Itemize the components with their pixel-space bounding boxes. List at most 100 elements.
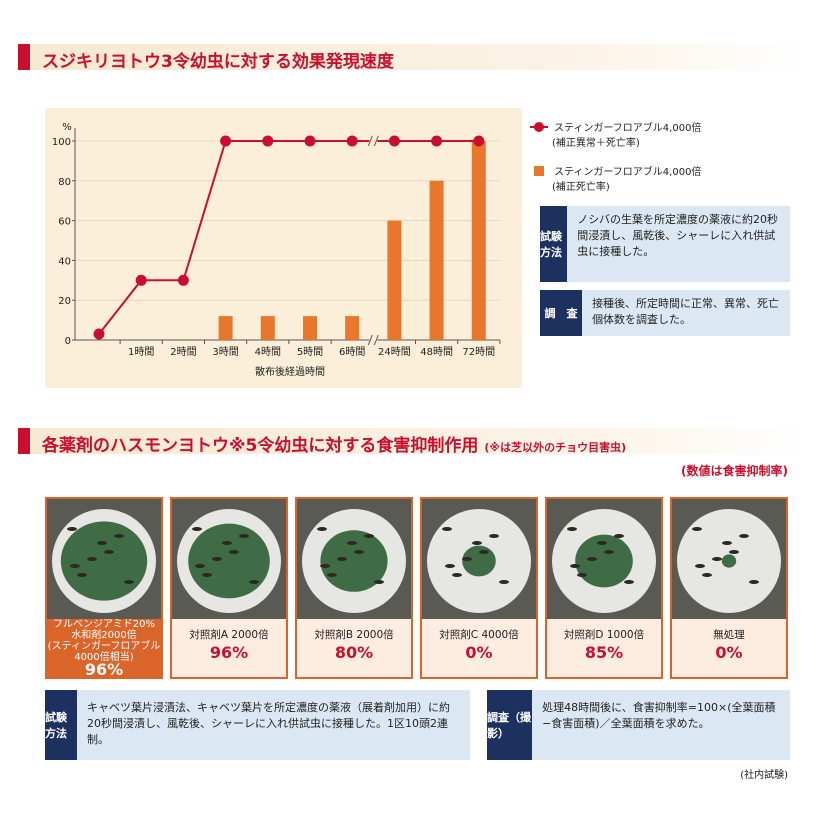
label-line: 対照剤B 2000倍 — [314, 629, 394, 641]
photo — [47, 499, 161, 619]
larva — [317, 527, 327, 531]
legend-marker — [534, 166, 544, 176]
section-heading: 各薬剤のハスモンヨトウ※5令幼虫に対する食害抑制作用 (※は芝以外のチョウ目害虫) — [18, 428, 808, 456]
x-tick-label: 72時間 — [462, 346, 495, 358]
larva — [374, 580, 384, 584]
larva — [570, 564, 580, 568]
legend-note: (補正異常＋死亡率) — [552, 136, 640, 149]
line-point — [304, 135, 316, 147]
larva — [499, 580, 509, 584]
photo — [672, 499, 786, 619]
larva — [729, 550, 739, 554]
larva — [577, 573, 587, 577]
x-tick-label: 48時間 — [420, 346, 453, 358]
bar — [260, 316, 275, 340]
panel-label: 対照剤C 4000倍 0% — [422, 629, 536, 662]
larva — [452, 573, 462, 577]
larva — [692, 527, 702, 531]
bar — [345, 316, 360, 340]
larva — [749, 580, 759, 584]
line-point — [177, 274, 189, 286]
section-heading: スジキリヨトウ3令幼虫に対する効果発現速度 — [18, 44, 808, 72]
y-tick-label: 100 — [52, 137, 71, 148]
info-label: 調 査 — [540, 290, 583, 336]
leaf — [575, 534, 633, 588]
label-line: 対照剤D 1000倍 — [563, 629, 645, 641]
x-tick-label: 3時間 — [212, 346, 238, 358]
line-point — [93, 328, 105, 340]
x-tick-label: 24時間 — [378, 346, 411, 358]
panel-label: 対照剤D 1000倍 85% — [547, 629, 661, 662]
bar — [471, 141, 486, 340]
larva — [354, 550, 364, 554]
info-box: 調査（撮影） 処理48時間後に、食害抑制率=100×(全葉面積−食害面積)／全葉面… — [487, 690, 790, 760]
footnote: (社内試験) — [740, 770, 788, 781]
larva — [442, 527, 452, 531]
panel-label: フルベンジアミド20% 水和剤2000倍 (スティンガーフロアブル 4000倍相当) 9… — [47, 619, 161, 678]
result-panel: 対照剤A 2000倍 96% — [170, 497, 288, 679]
panel-value: 0% — [465, 643, 493, 662]
label-line: 水和剤2000倍 — [71, 630, 137, 641]
leaf — [462, 545, 496, 577]
bar — [387, 220, 402, 340]
legend-note: (補正死亡率) — [552, 180, 610, 193]
result-panel: 対照剤D 1000倍 85% — [545, 497, 663, 679]
line-point — [262, 135, 274, 147]
subnote: (数値は食害抑制率) — [681, 464, 788, 478]
larva — [624, 580, 634, 584]
result-panel: 無処理 0% — [670, 497, 788, 679]
y-tick-label: 20 — [58, 296, 71, 307]
line-point — [220, 135, 232, 147]
y-tick-label: 40 — [58, 256, 71, 267]
panel-value: 85% — [584, 643, 624, 662]
info-text: 処理48時間後に、食害抑制率=100×(全葉面積−食害面積)／全葉面積を求めた。 — [542, 701, 776, 730]
panel-label: 対照剤B 2000倍 80% — [297, 629, 411, 661]
label-line: 4000倍相当) — [74, 652, 134, 663]
y-tick-label: 80 — [58, 177, 71, 188]
line-point — [473, 135, 485, 147]
plot-background — [45, 108, 522, 388]
larva — [124, 580, 134, 584]
x-tick-label: 2時間 — [170, 346, 196, 358]
x-tick-label: 5時間 — [297, 346, 323, 358]
panel-label: 無処理 0% — [672, 629, 786, 661]
label-line: フルベンジアミド20% — [52, 619, 156, 630]
line-point — [346, 135, 358, 147]
larva — [104, 550, 114, 554]
info-box: 試験方法 ノシバの生葉を所定濃度の薬液に約20秒間浸漬し、風乾後、シャーレに入れ供… — [540, 206, 790, 282]
line — [98, 140, 479, 335]
photo — [172, 499, 286, 619]
larva — [712, 557, 722, 561]
panel-value: 96% — [209, 643, 249, 662]
larva — [462, 557, 472, 561]
info-text: ノシバの生葉を所定濃度の薬液に約20秒間浸漬し、風乾後、シャーレに入れ供試虫に接… — [577, 213, 778, 258]
line-point — [431, 135, 443, 147]
section-title: スジキリヨトウ3令幼虫に対する効果発現速度 — [42, 52, 394, 72]
larva — [249, 580, 259, 584]
title-note: (※は芝以外のチョウ目害虫) — [484, 441, 627, 454]
larva — [212, 557, 222, 561]
larva — [722, 541, 732, 545]
result-panel: 対照剤C 4000倍 0% — [420, 497, 538, 679]
legend-label: スティンガーフロアブル4,000倍 — [554, 165, 701, 178]
larva — [229, 550, 239, 554]
larva — [77, 573, 87, 577]
label-line: (スティンガーフロアブル — [47, 641, 161, 652]
result-panel: フルベンジアミド20% 水和剤2000倍 (スティンガーフロアブル 4000倍相当) 9… — [45, 497, 163, 679]
larva — [320, 564, 330, 568]
larva — [604, 550, 614, 554]
larva — [239, 534, 249, 538]
larva — [87, 557, 97, 561]
line-point — [388, 135, 400, 147]
leaf — [320, 530, 388, 592]
legend-label: スティンガーフロアブル4,000倍 — [554, 121, 701, 134]
bar — [218, 316, 233, 340]
larva — [70, 564, 80, 568]
larva — [739, 534, 749, 538]
break-mark — [367, 135, 379, 147]
label-line: 対照剤C 4000倍 — [439, 629, 519, 641]
photo — [422, 499, 536, 619]
larva — [67, 527, 77, 531]
larva — [695, 564, 705, 568]
larva — [347, 541, 357, 545]
